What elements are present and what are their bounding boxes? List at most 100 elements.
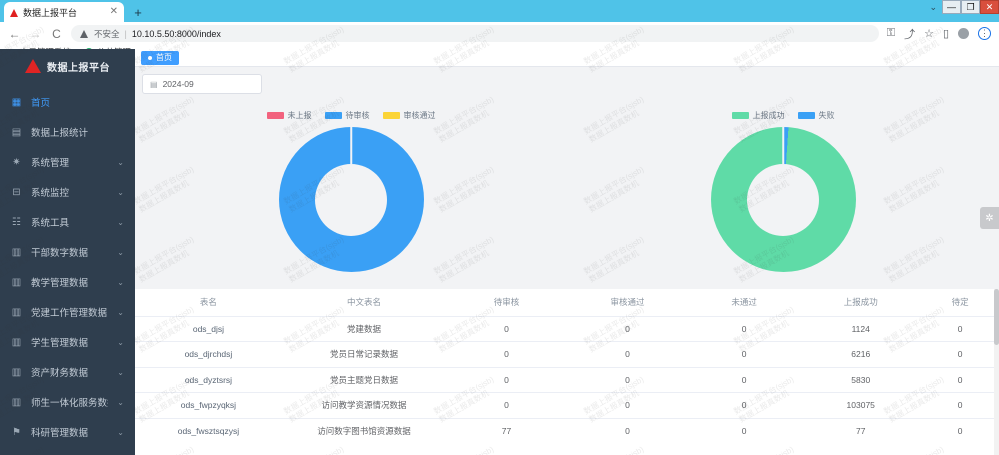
sidebar-item-teaching-data[interactable]: ▥ 教学管理数据 ⌄ xyxy=(0,267,135,297)
sidebar-item-asset-finance-data[interactable]: ▥ 资产财务数据 ⌄ xyxy=(0,357,135,387)
home-icon: ▦ xyxy=(11,96,22,108)
chevron-down-icon[interactable]: ⌄ xyxy=(929,2,937,12)
close-window-button[interactable]: ✕ xyxy=(980,0,999,14)
chevron-down-icon: ⌄ xyxy=(117,337,124,347)
legend-item[interactable]: 未上报 xyxy=(266,110,312,121)
sidebar-menu: ▦ 首页 ▤ 数据上报统计 ✷ 系统管理 ⌄ ⊟ 系统监控 ⌄ xyxy=(0,83,135,447)
cell-table-name: ods_djrchdsj xyxy=(135,341,282,367)
monitor-icon: ⊟ xyxy=(12,186,21,198)
gear-icon: ✷ xyxy=(12,156,21,168)
sidebar-item-home[interactable]: ▦ 首页 xyxy=(0,87,135,117)
table-row[interactable]: ods_fwsztsqzysj 访问数字图书馆资源数据 77 0 0 77 0 xyxy=(135,417,999,444)
donut-ring[interactable] xyxy=(278,127,424,272)
slice-divider xyxy=(350,127,352,164)
cell-other: 0 xyxy=(921,392,999,418)
page-tab-bar: 首页 xyxy=(135,49,999,67)
cell-other: 0 xyxy=(921,417,999,444)
key-icon[interactable]: ⚿ xyxy=(886,27,896,39)
calendar-icon: ▤ xyxy=(150,79,158,89)
side-panel-icon[interactable]: ▯ xyxy=(942,28,949,40)
omnibox-actions: ⚿ ⤴ ☆ ▯ ⋮ xyxy=(887,26,991,42)
table-row[interactable]: ods_dyztsrsj 党员主题党日数据 0 0 0 5830 0 xyxy=(135,366,999,393)
table-header-row: 表名 中文表名 待审核 审核通过 未通过 上报成功 待定 xyxy=(135,289,999,316)
chevron-down-icon: ⌄ xyxy=(117,187,124,197)
column-header[interactable]: 中文表名 xyxy=(281,289,447,316)
legend-item[interactable]: 失败 xyxy=(797,110,835,121)
month-picker[interactable]: ▤ 2024-09 xyxy=(142,74,262,94)
chevron-down-icon: ⌄ xyxy=(117,397,124,407)
column-header[interactable]: 待定 xyxy=(921,289,999,316)
sidebar-item-research-data[interactable]: ⚑ 科研管理数据 ⌄ xyxy=(0,417,135,447)
sidebar-item-system-monitor[interactable]: ⊟ 系统监控 ⌄ xyxy=(0,177,135,207)
column-header[interactable]: 审核通过 xyxy=(566,289,688,316)
cell-success: 6216 xyxy=(800,341,922,367)
maximize-button[interactable]: ❐ xyxy=(961,0,980,14)
legend-item[interactable]: 审核通过 xyxy=(382,110,436,121)
address-bar[interactable]: 不安全 | 10.10.5.50:8000/index xyxy=(71,25,879,42)
url-separator: | xyxy=(124,28,127,39)
omnibox-bar: ← → C 不安全 | 10.10.5.50:8000/index ⚿ ⤴ ☆ … xyxy=(0,22,999,45)
cell-table-cn: 党员主题党日数据 xyxy=(281,366,447,393)
cell-passed: 0 xyxy=(566,341,688,367)
back-icon[interactable]: ← xyxy=(8,26,21,41)
sidebar: 数据上报平台 ▦ 首页 ▤ 数据上报统计 ✷ 系统管理 ⌄ xyxy=(0,49,135,455)
grid-icon: ▥ xyxy=(11,276,22,288)
grid-icon: ▥ xyxy=(11,366,22,378)
cell-success: 5830 xyxy=(800,366,922,393)
browser-tab[interactable]: 数据上报平台 ✕ xyxy=(4,2,124,22)
table-row[interactable]: ods_djrchdsj 党员日常记录数据 0 0 0 6216 0 xyxy=(135,341,999,367)
legend-item[interactable]: 待审核 xyxy=(324,110,370,121)
brand: 数据上报平台 xyxy=(0,49,135,83)
profile-avatar[interactable] xyxy=(958,28,969,39)
table-row[interactable]: ods_djsj 党建数据 0 0 0 1124 0 xyxy=(135,315,999,342)
share-icon[interactable]: ⤴ xyxy=(904,28,916,41)
column-header[interactable]: 未通过 xyxy=(687,289,801,316)
dot-icon xyxy=(148,55,152,60)
logo-icon xyxy=(25,59,41,73)
tab-home[interactable]: 首页 xyxy=(141,50,179,65)
tab-label: 首页 xyxy=(156,53,172,62)
scrollbar-thumb[interactable] xyxy=(994,289,999,345)
grid-icon: ▥ xyxy=(11,336,22,348)
table-row[interactable]: ods_fwpzyqksj 访问教学资源情况数据 0 0 0 103075 0 xyxy=(135,392,999,418)
cell-passed: 0 xyxy=(566,366,688,393)
legend-swatch xyxy=(731,112,749,119)
minimize-button[interactable]: — xyxy=(942,0,961,14)
sidebar-item-system-management[interactable]: ✷ 系统管理 ⌄ xyxy=(0,147,135,177)
column-header[interactable]: 表名 xyxy=(135,289,282,316)
table-scrollbar[interactable] xyxy=(994,289,999,455)
cell-failed: 0 xyxy=(687,315,801,342)
table-body: ods_djsj 党建数据 0 0 0 1124 0 ods_djrchdsj … xyxy=(135,315,999,444)
legend-swatch xyxy=(266,112,284,119)
sidebar-item-report-stats[interactable]: ▤ 数据上报统计 xyxy=(0,117,135,147)
legend-label: 未上报 xyxy=(287,111,312,120)
settings-gear-button[interactable]: ✲ xyxy=(980,207,999,229)
cell-failed: 0 xyxy=(687,341,801,367)
sidebar-item-label: 资产财务数据 xyxy=(31,368,89,379)
sidebar-item-student-data[interactable]: ▥ 学生管理数据 ⌄ xyxy=(0,327,135,357)
column-header[interactable]: 待审核 xyxy=(446,289,567,316)
legend-label: 上报成功 xyxy=(752,111,785,120)
bookmark-star-icon[interactable]: ☆ xyxy=(924,28,934,40)
main-area: 首页 ▤ 2024-09 未上报 xyxy=(135,49,999,455)
cell-table-cn: 访问数字图书馆资源数据 xyxy=(281,417,447,444)
cell-other: 0 xyxy=(921,341,999,367)
chevron-down-icon: ⌄ xyxy=(117,247,124,257)
new-tab-button[interactable]: + xyxy=(134,5,142,20)
sidebar-item-label: 党建工作管理数据 xyxy=(31,308,108,319)
reload-icon[interactable]: C xyxy=(52,26,61,41)
column-header[interactable]: 上报成功 xyxy=(800,289,922,316)
close-tab-icon[interactable]: ✕ xyxy=(109,6,118,17)
cell-table-cn: 访问教学资源情况数据 xyxy=(281,392,447,418)
sidebar-item-cadre-data[interactable]: ▥ 干部数字数据 ⌄ xyxy=(0,237,135,267)
sidebar-item-party-data[interactable]: ▥ 党建工作管理数据 ⌄ xyxy=(0,297,135,327)
cell-failed: 0 xyxy=(687,417,801,444)
sidebar-item-service-data[interactable]: ▥ 师生一体化服务数据 ⌄ xyxy=(0,387,135,417)
legend-item[interactable]: 上报成功 xyxy=(731,110,785,121)
cell-table-cn: 党员日常记录数据 xyxy=(281,341,447,367)
browser-menu-icon[interactable]: ⋮ xyxy=(978,27,991,40)
cell-pending: 0 xyxy=(446,366,567,393)
donut-ring[interactable] xyxy=(710,127,856,272)
sidebar-item-system-tools[interactable]: ☷ 系统工具 ⌄ xyxy=(0,207,135,237)
cell-failed: 0 xyxy=(687,366,801,393)
